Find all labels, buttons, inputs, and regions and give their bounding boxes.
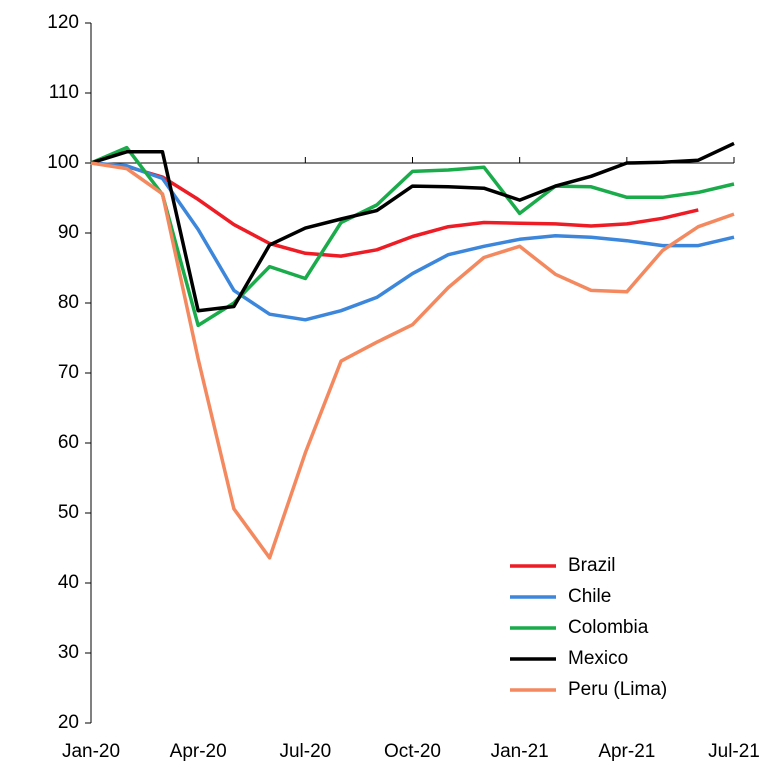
y-tick-label: 120 xyxy=(47,12,79,33)
series-line xyxy=(90,145,735,328)
x-tick-label: Jul-20 xyxy=(279,741,331,762)
legend-label: Chile xyxy=(568,586,611,607)
y-tick-label: 60 xyxy=(58,432,79,453)
x-tick-label: Oct-20 xyxy=(384,741,441,762)
x-tick-label: Jan-21 xyxy=(491,741,549,762)
series-line xyxy=(90,141,735,313)
legend-label: Colombia xyxy=(568,617,649,638)
x-tick-label: Jul-21 xyxy=(708,741,760,762)
legend-label: Peru (Lima) xyxy=(568,679,667,700)
y-tick-label: 20 xyxy=(58,712,79,733)
y-tick-label: 30 xyxy=(58,642,79,663)
y-tick-label: 110 xyxy=(49,82,79,103)
x-tick-label: Apr-21 xyxy=(598,741,655,762)
y-tick-label: 50 xyxy=(58,502,79,523)
y-tick-label: 90 xyxy=(58,222,79,243)
series-line xyxy=(90,161,699,258)
series-line xyxy=(90,161,735,322)
legend-label: Mexico xyxy=(568,648,628,669)
y-tick-label: 40 xyxy=(58,572,79,593)
series-line xyxy=(90,161,735,560)
y-tick-label: 70 xyxy=(58,362,79,383)
legend-label: Brazil xyxy=(568,555,616,576)
y-tick-label: 100 xyxy=(47,152,79,173)
x-tick-label: Jan-20 xyxy=(62,741,120,762)
y-tick-label: 80 xyxy=(58,292,79,313)
x-tick-label: Apr-20 xyxy=(170,741,227,762)
